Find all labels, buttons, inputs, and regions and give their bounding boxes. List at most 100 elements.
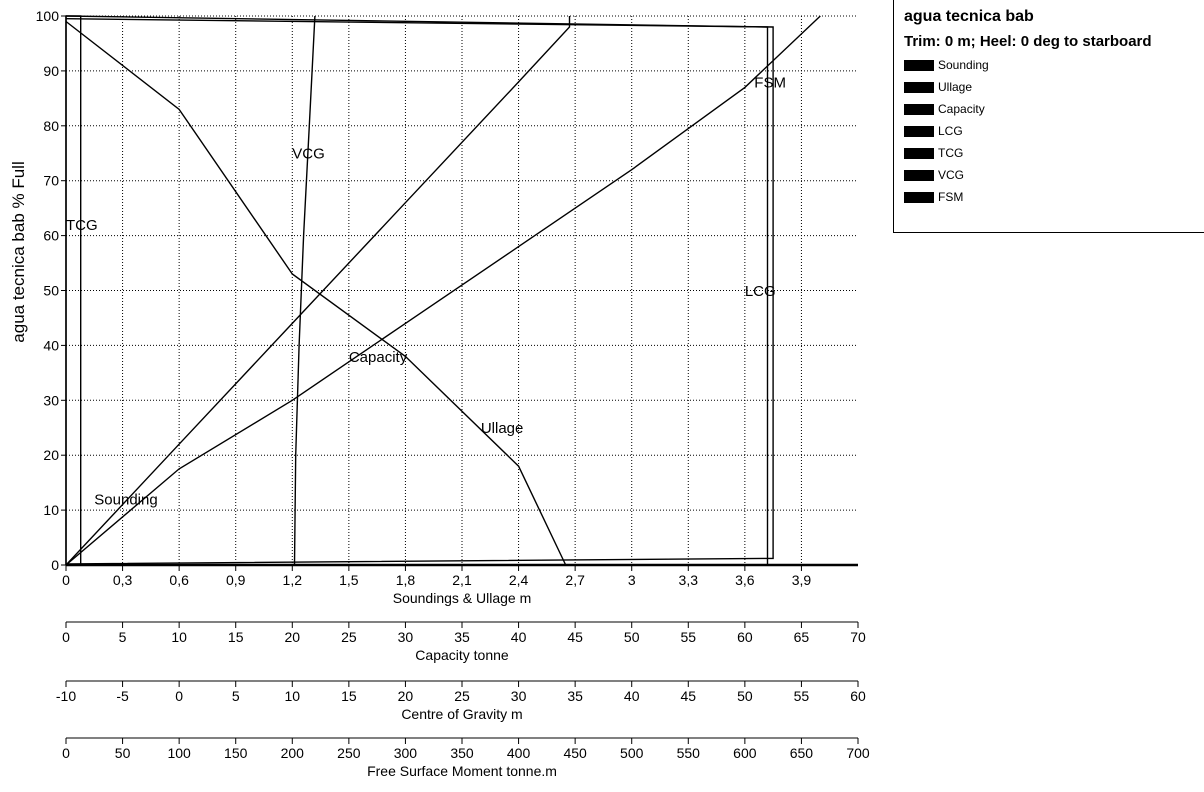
x-tick-label: 55 [680, 629, 696, 645]
series-line-sounding [65, 15, 821, 566]
x-tick-label: 10 [171, 629, 187, 645]
y-tick-label: 80 [43, 118, 59, 134]
legend-label: TCG [938, 146, 964, 160]
x-tick-label: 550 [677, 745, 701, 761]
x-tick-label: 1,8 [396, 572, 416, 588]
x-tick-label: 0,9 [226, 572, 246, 588]
curve-label-tcg: TCG [66, 217, 98, 234]
legend-swatch [904, 125, 934, 137]
y-tick-label: 100 [36, 8, 60, 24]
y-tick-label: 70 [43, 173, 59, 189]
x-tick-label: 0 [175, 688, 183, 704]
legend: agua tecnica bab Trim: 0 m; Heel: 0 deg … [893, 0, 1204, 233]
legend-item-sounding: Sounding [904, 57, 989, 73]
x-tick-label: 450 [563, 745, 587, 761]
legend-label: Ullage [938, 80, 973, 94]
x-tick-label: 10 [284, 688, 300, 704]
series-line-lcg [65, 18, 774, 565]
x-tick-label: 20 [284, 629, 300, 645]
x-tick-label: 0 [62, 572, 70, 588]
x-tick-label: -5 [116, 688, 129, 704]
x-tick-label: 650 [790, 745, 814, 761]
x-tick-label: 25 [341, 629, 357, 645]
legend-swatch [904, 59, 934, 71]
x-tick-label: 25 [454, 688, 470, 704]
legend-item-ullage: Ullage [904, 79, 972, 95]
x-tick-label: 400 [507, 745, 531, 761]
x-tick-label: 1,2 [283, 572, 303, 588]
x-tick-label: 2,4 [509, 572, 529, 588]
legend-label: FSM [938, 190, 964, 204]
legend-title: agua tecnica bab [904, 8, 1034, 25]
x-tick-label: 65 [794, 629, 810, 645]
x-tick-label: 45 [567, 629, 583, 645]
x-tick-label: 0,3 [113, 572, 133, 588]
series-line-capacity [65, 16, 571, 566]
legend-label: Sounding [938, 58, 989, 72]
x-tick-label: 600 [733, 745, 757, 761]
x-tick-label: 50 [737, 688, 753, 704]
legend-item-vcg: VCG [904, 167, 964, 183]
x-tick-label: 150 [224, 745, 248, 761]
x-tick-label: -10 [56, 688, 76, 704]
x-tick-label: 500 [620, 745, 644, 761]
y-tick-label: 30 [43, 392, 59, 408]
legend-swatch [904, 169, 934, 181]
x-tick-label: 60 [737, 629, 753, 645]
x-axis-title: Free Surface Moment tonne.m [367, 763, 557, 779]
y-tick-label: 60 [43, 228, 59, 244]
legend-label: LCG [938, 124, 963, 138]
x-tick-label: 0,6 [169, 572, 189, 588]
legend-item-capacity: Capacity [904, 101, 985, 117]
x-tick-label: 3,6 [735, 572, 755, 588]
legend-item-lcg: LCG [904, 123, 963, 139]
series-line-ullage [65, 20, 567, 566]
x-tick-label: 40 [624, 688, 640, 704]
curve-label-vcg: VCG [292, 146, 325, 163]
x-tick-label: 100 [167, 745, 191, 761]
y-tick-label: 40 [43, 337, 59, 353]
x-tick-label: 50 [624, 629, 640, 645]
legend-swatch [904, 81, 934, 93]
x-tick-label: 30 [511, 688, 527, 704]
x-tick-label: 30 [398, 629, 414, 645]
x-tick-label: 2,7 [565, 572, 585, 588]
x-tick-label: 5 [232, 688, 240, 704]
x-tick-label: 3,9 [792, 572, 812, 588]
legend-subtitle: Trim: 0 m; Heel: 0 deg to starboard [904, 33, 1152, 50]
y-tick-label: 0 [51, 557, 59, 573]
curve-label-ullage: Ullage [481, 420, 524, 437]
curve-label-sounding: Sounding [94, 492, 157, 509]
x-tick-label: 3 [628, 572, 636, 588]
x-tick-label: 70 [850, 629, 866, 645]
x-tick-label: 0 [62, 745, 70, 761]
x-axis-title: Soundings & Ullage m [393, 590, 532, 606]
x-tick-label: 250 [337, 745, 361, 761]
legend-swatch [904, 147, 934, 159]
x-tick-label: 20 [398, 688, 414, 704]
x-tick-label: 350 [450, 745, 474, 761]
x-tick-label: 15 [341, 688, 357, 704]
x-tick-label: 50 [115, 745, 131, 761]
x-tick-label: 15 [228, 629, 244, 645]
x-tick-label: 40 [511, 629, 527, 645]
series-line-fsm [65, 15, 769, 566]
x-tick-label: 35 [454, 629, 470, 645]
x-tick-label: 200 [281, 745, 305, 761]
x-tick-label: 35 [567, 688, 583, 704]
legend-label: Capacity [938, 102, 985, 116]
x-tick-label: 3,3 [679, 572, 699, 588]
legend-item-tcg: TCG [904, 145, 963, 161]
x-tick-label: 300 [394, 745, 418, 761]
x-tick-label: 2,1 [452, 572, 472, 588]
x-tick-label: 45 [680, 688, 696, 704]
x-tick-label: 60 [850, 688, 866, 704]
x-tick-label: 55 [794, 688, 810, 704]
series-line-vcg [293, 15, 316, 566]
curve-label-lcg: LCG [745, 283, 776, 300]
x-axis-title: Centre of Gravity m [401, 706, 522, 722]
legend-swatch [904, 191, 934, 203]
y-tick-label: 90 [43, 63, 59, 79]
x-tick-label: 5 [119, 629, 127, 645]
